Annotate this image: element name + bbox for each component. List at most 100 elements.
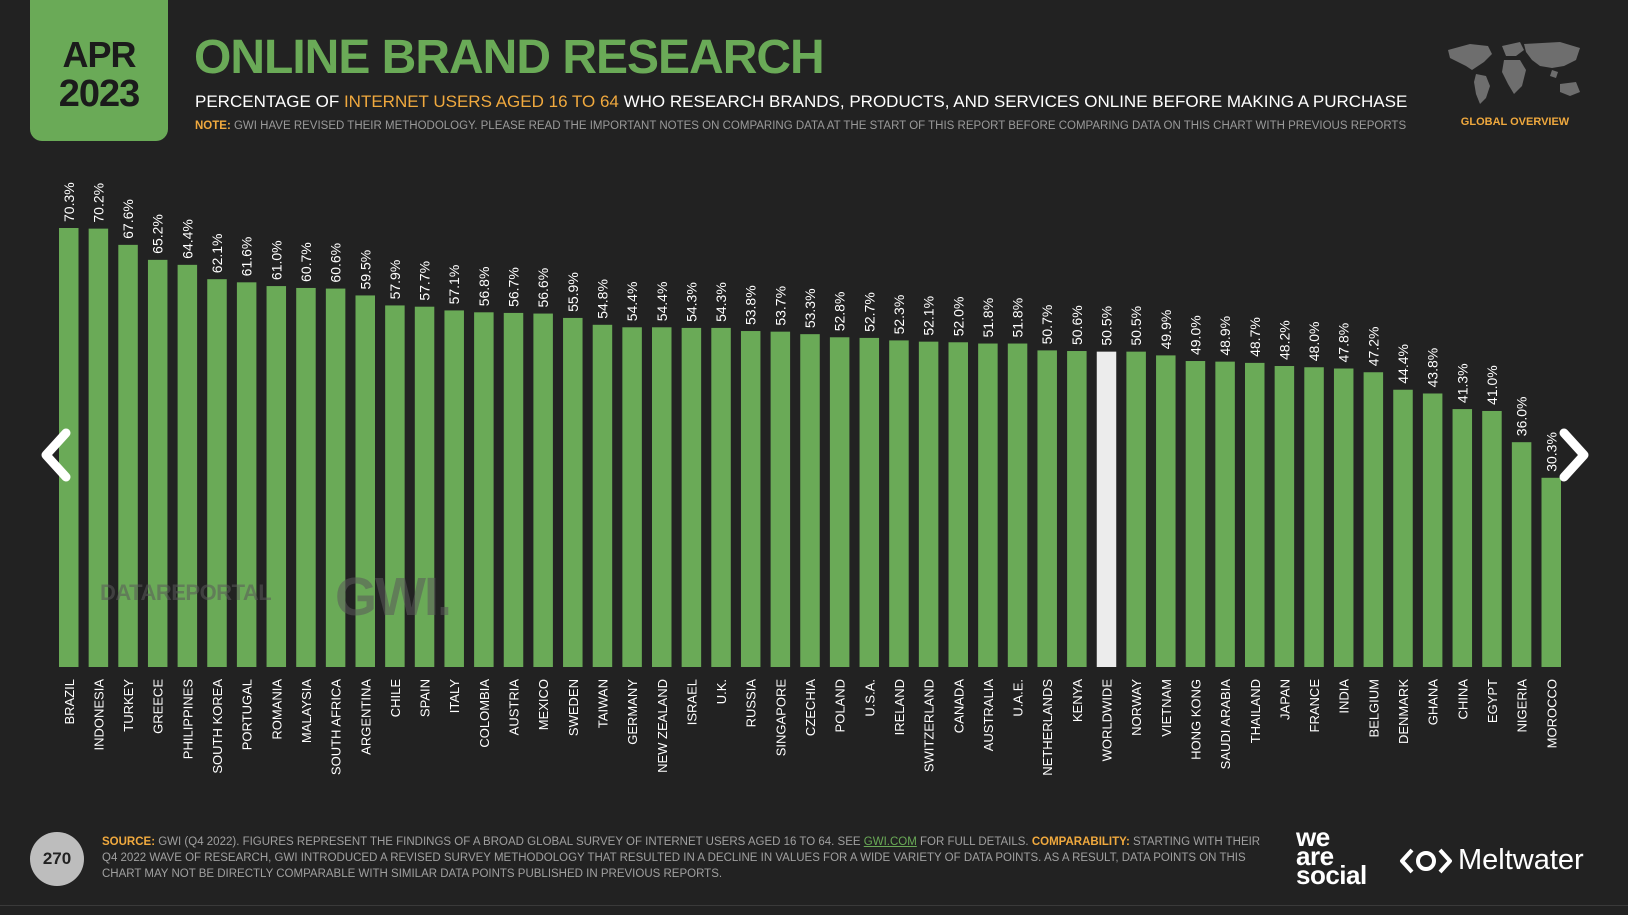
bar-ireland <box>889 340 909 667</box>
value-label-new-zealand: 54.4% <box>654 282 670 322</box>
bar-czechia <box>800 334 820 667</box>
page-subtitle: PERCENTAGE OF INTERNET USERS AGED 16 TO … <box>195 92 1407 112</box>
datareportal-watermark: DATAREPORTAL <box>100 580 272 605</box>
value-label-kenya: 50.6% <box>1069 305 1085 345</box>
value-label-sweden: 55.9% <box>565 272 581 312</box>
value-label-italy: 57.1% <box>446 265 462 305</box>
value-label-israel: 54.3% <box>683 282 699 322</box>
bar-south-korea <box>207 279 227 667</box>
category-label-new-zealand: NEW ZEALAND <box>655 679 670 773</box>
comparability-label: COMPARABILITY: <box>1031 836 1130 848</box>
bar-turkey <box>118 244 138 667</box>
value-label-australia: 51.8% <box>980 298 996 338</box>
value-label-greece: 65.2% <box>150 214 166 254</box>
category-label-denmark: DENMARK <box>1396 679 1411 744</box>
bar-argentina <box>355 295 375 667</box>
category-label-south-korea: SOUTH KOREA <box>210 679 225 774</box>
value-label-philippines: 64.4% <box>179 219 195 259</box>
date-badge: APR 2023 <box>30 0 168 141</box>
category-label-kenya: KENYA <box>1070 679 1085 722</box>
logo-word-are: are <box>1296 841 1334 871</box>
bar-norway <box>1126 351 1146 667</box>
value-label-worldwide: 50.5% <box>1099 306 1115 346</box>
category-label-u-k: U.K. <box>714 679 729 704</box>
bar-new-zealand <box>652 327 672 667</box>
bar-singapore <box>770 331 791 667</box>
value-label-portugal: 61.6% <box>239 237 255 277</box>
value-label-thailand: 48.7% <box>1247 317 1263 357</box>
bar-vietnam <box>1156 355 1176 667</box>
category-label-belgium: BELGIUM <box>1366 679 1381 738</box>
value-label-argentina: 59.5% <box>357 250 373 290</box>
category-label-turkey: TURKEY <box>121 679 136 732</box>
we-are-social-logo: we are social <box>1296 822 1367 890</box>
value-label-vietnam: 49.9% <box>1158 310 1174 350</box>
note-text: GWI HAVE REVISED THEIR METHODOLOGY. PLEA… <box>230 120 1407 132</box>
category-label-brazil: BRAZIL <box>62 679 77 725</box>
value-label-chile: 57.9% <box>387 260 403 300</box>
category-label-greece: GREECE <box>151 679 166 734</box>
category-label-chile: CHILE <box>388 679 403 718</box>
category-label-poland: POLAND <box>833 679 848 732</box>
bar-taiwan <box>592 324 613 667</box>
gwi-link[interactable]: GWI.COM <box>863 836 917 848</box>
category-label-malaysia: MALAYSIA <box>299 679 314 743</box>
category-label-russia: RUSSIA <box>744 679 759 728</box>
subtitle-post: WHO RESEARCH BRANDS, PRODUCTS, AND SERVI… <box>618 92 1408 111</box>
value-label-romania: 61.0% <box>268 240 284 280</box>
value-label-ghana: 43.8% <box>1425 348 1441 388</box>
bar-russia <box>740 331 761 667</box>
category-label-worldwide: WORLDWIDE <box>1100 679 1115 762</box>
bar-kenya <box>1067 351 1087 667</box>
previous-slide-button[interactable] <box>36 425 76 485</box>
value-label-netherlands: 50.7% <box>1039 305 1055 345</box>
value-label-colombia: 56.8% <box>476 267 492 307</box>
bar-romania <box>266 286 287 667</box>
comparability-text: STARTING WITH THEIR Q4 2022 WAVE OF RESE… <box>102 836 1261 880</box>
value-label-poland: 52.8% <box>832 292 848 332</box>
gwi-watermark: GWI. <box>335 567 452 627</box>
category-label-australia: AUSTRALIA <box>981 679 996 752</box>
bar-worldwide <box>1096 351 1117 667</box>
next-slide-button[interactable] <box>1554 425 1594 485</box>
value-label-hong-kong: 49.0% <box>1187 315 1203 355</box>
badge-year: 2023 <box>58 72 141 115</box>
value-label-china: 41.3% <box>1454 363 1470 403</box>
bar-sweden <box>563 317 583 667</box>
category-label-morocco: MOROCCO <box>1544 679 1559 748</box>
global-overview-label: GLOBAL OVERVIEW <box>1460 116 1570 128</box>
logo-word-social: social <box>1296 860 1367 890</box>
value-label-malaysia: 60.7% <box>298 242 314 282</box>
bar-canada <box>948 342 968 667</box>
logo-word-we: we <box>1296 822 1330 852</box>
category-label-sweden: SWEDEN <box>566 679 581 736</box>
value-label-mexico: 56.6% <box>535 268 551 308</box>
bar-u-s-a <box>859 337 880 667</box>
value-label-saudi-arabia: 48.9% <box>1217 316 1233 356</box>
category-label-spain: SPAIN <box>418 679 433 717</box>
value-label-spain: 57.7% <box>417 261 433 301</box>
category-label-u-s-a: U.S.A. <box>862 679 877 717</box>
value-label-brazil: 70.3% <box>61 182 77 222</box>
value-label-south-africa: 60.6% <box>328 243 344 283</box>
category-label-romania: ROMANIA <box>269 679 284 740</box>
source-text-2: FOR FULL DETAILS. <box>916 836 1032 848</box>
category-label-mexico: MEXICO <box>536 679 551 730</box>
page-title: ONLINE BRAND RESEARCH <box>194 31 825 84</box>
category-label-czechia: CZECHIA <box>803 679 818 736</box>
bar-france <box>1304 367 1324 667</box>
category-label-switzerland: SWITZERLAND <box>922 679 937 772</box>
category-label-canada: CANADA <box>951 679 966 734</box>
source-text-1: GWI (Q4 2022). FIGURES REPRESENT THE FIN… <box>155 836 864 848</box>
bar-morocco <box>1541 477 1561 667</box>
bar-colombia <box>474 312 494 667</box>
value-label-ireland: 52.3% <box>891 295 907 335</box>
category-label-ghana: GHANA <box>1426 679 1441 726</box>
methodology-note: NOTE: GWI HAVE REVISED THEIR METHODOLOGY… <box>195 120 1406 132</box>
value-label-indonesia: 70.2% <box>90 183 106 223</box>
subtitle-highlight: INTERNET USERS AGED 16 TO 64 <box>343 92 619 111</box>
subtitle-pre: PERCENTAGE OF <box>195 92 344 111</box>
value-label-morocco: 30.3% <box>1543 432 1559 472</box>
bar-hong-kong <box>1185 361 1206 667</box>
category-label-china: CHINA <box>1455 679 1470 720</box>
